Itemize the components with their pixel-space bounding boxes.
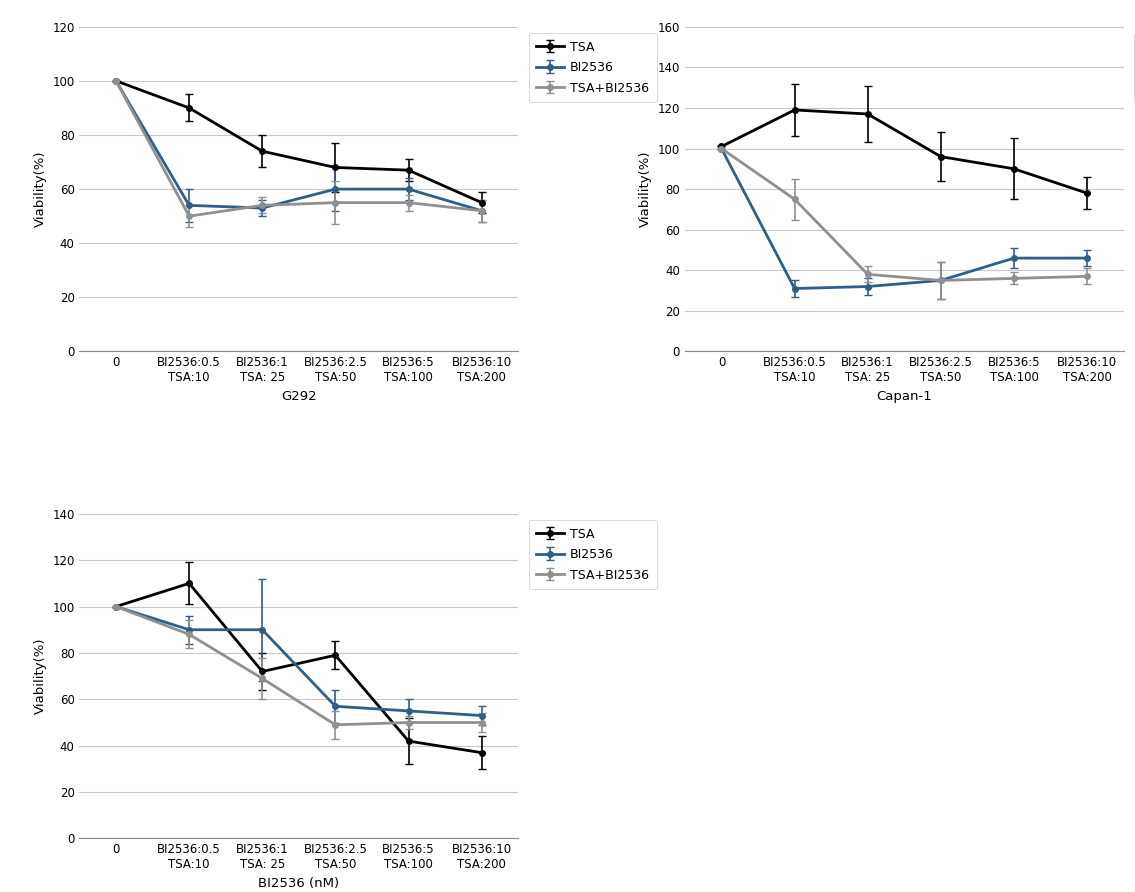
Y-axis label: Viability(%): Viability(%) [34, 151, 47, 227]
X-axis label: Capan-1: Capan-1 [876, 390, 932, 403]
Legend: TSA, BI2536, TSA+BI2536: TSA, BI2536, TSA+BI2536 [529, 33, 656, 102]
Y-axis label: Viability(%): Viability(%) [34, 638, 47, 714]
Legend: TSA, BI2536, TSA+BI2536: TSA, BI2536, TSA+BI2536 [529, 520, 656, 589]
Y-axis label: Viability(%): Viability(%) [639, 151, 653, 227]
X-axis label: BI2536 (nM): BI2536 (nM) [259, 877, 339, 890]
X-axis label: G292: G292 [281, 390, 317, 403]
